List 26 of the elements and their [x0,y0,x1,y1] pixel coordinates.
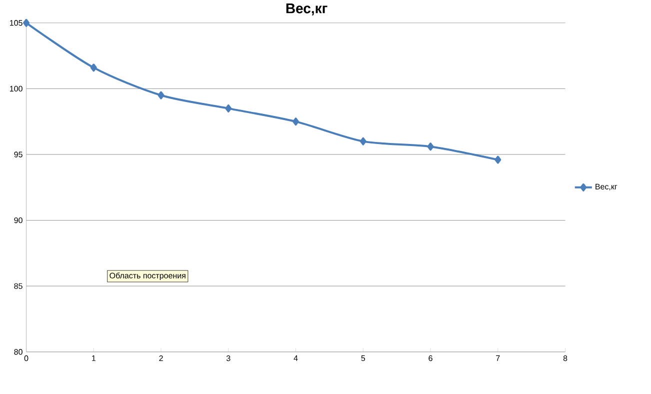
x-tick-label: 2 [159,355,163,362]
y-tick-label: 100 [10,86,22,92]
x-tick-label: 4 [294,355,298,361]
point [23,18,30,27]
point [427,142,434,151]
x-tick-label: 6 [428,355,432,362]
x-tick-label: 0 [24,355,28,362]
y-tick-label: 105 [10,20,22,26]
legend-label: Вес,кг [596,184,618,190]
y-tick-label: 90 [14,217,22,224]
point [90,64,97,72]
x-tick-label: 5 [361,355,366,362]
x-tick-label: 8 [563,355,568,362]
point [360,137,366,146]
y-tick-label: 80 [14,349,22,355]
chart-title: Вес,кг [286,4,328,16]
x-tick-label: 1 [92,355,96,361]
point [292,118,300,126]
point [158,91,164,100]
y-tick-label: 95 [14,152,22,158]
x-tick-label: 3 [226,355,230,362]
point [225,104,232,112]
y-tick-label: 85 [14,283,22,289]
point [494,156,502,164]
x-tick-label: 7 [496,355,500,361]
annotation: Область построения [110,272,186,280]
